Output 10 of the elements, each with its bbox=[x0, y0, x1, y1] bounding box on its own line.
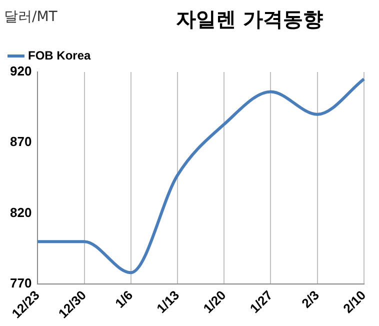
y-axis-title: 달러/MT bbox=[4, 8, 58, 26]
line-series bbox=[36, 78, 366, 274]
legend-label: FOB Korea bbox=[28, 48, 92, 62]
y-tick-label: 820 bbox=[10, 204, 32, 220]
x-tick-label: 1/6 bbox=[112, 288, 136, 311]
y-tick-label: 920 bbox=[10, 64, 32, 79]
x-tick-label: 2/3 bbox=[298, 288, 322, 311]
y-tick-label: 870 bbox=[10, 134, 32, 150]
y-tick-label: 770 bbox=[10, 276, 32, 291]
chart-title: 자일렌 가격동향 bbox=[175, 6, 324, 33]
